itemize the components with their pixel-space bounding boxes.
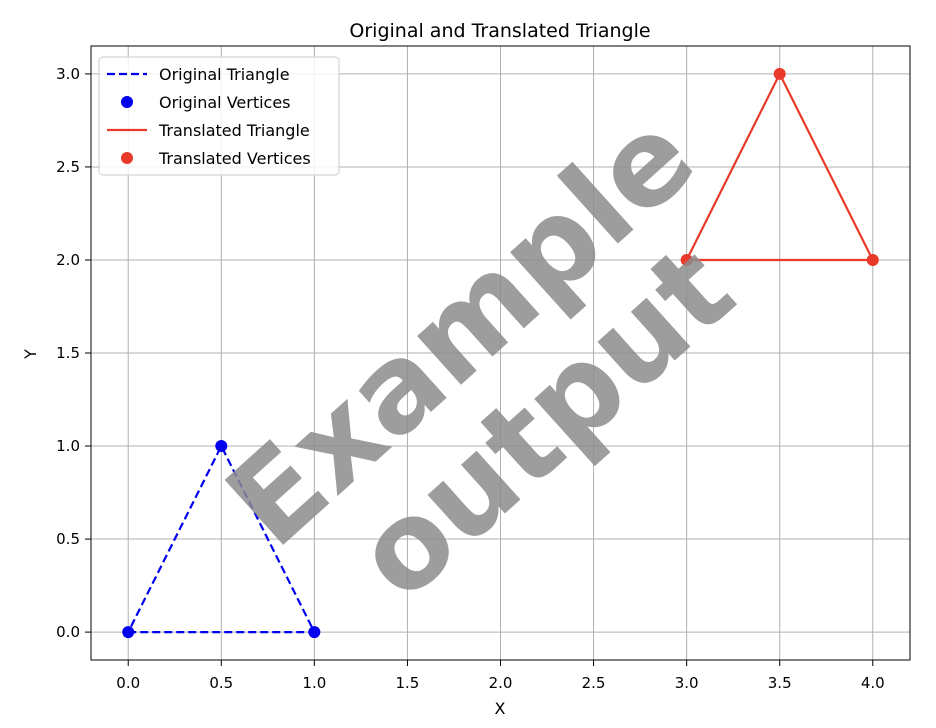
y-tick-label: 2.0: [56, 251, 80, 269]
x-tick-label: 0.0: [116, 674, 140, 692]
series-point-3: [773, 67, 786, 80]
legend-marker-swatch: [121, 152, 133, 164]
y-tick-label: 0.5: [56, 530, 80, 548]
y-tick-label: 0.0: [56, 623, 80, 641]
y-axis-label: Y: [21, 349, 40, 360]
legend-label: Translated Triangle: [158, 121, 310, 140]
y-tick-label: 2.5: [56, 158, 80, 176]
y-tick-label: 3.0: [56, 65, 80, 83]
series-point-1: [122, 626, 135, 639]
series-point-3: [866, 253, 879, 266]
legend: Original Triangle Original Vertices Transl…: [98, 56, 340, 176]
x-tick-label: 3.0: [675, 674, 699, 692]
x-tick-label: 1.5: [396, 674, 420, 692]
series-point-3: [680, 253, 693, 266]
x-tick-label: 0.5: [209, 674, 233, 692]
chart-title: Original and Translated Triangle: [349, 20, 650, 42]
series-point-1: [308, 626, 321, 639]
x-tick-label: 1.0: [302, 674, 326, 692]
plot-series: [122, 67, 879, 639]
x-tick-label: 4.0: [861, 674, 885, 692]
legend-box: [98, 56, 340, 176]
x-tick-label: 2.0: [489, 674, 513, 692]
series-line-2: [685, 72, 874, 262]
series-line-0: [127, 444, 316, 634]
x-tick-label: 2.5: [582, 674, 606, 692]
axis-ticks: 0.0 0.5 1.0 1.5 2.0 2.5 3.0 3.5 4.0 0.0 0.5 1.0 1.5 2…: [56, 65, 885, 692]
legend-label: Original Triangle: [159, 65, 290, 84]
series-point-1: [215, 440, 228, 453]
y-tick-label: 1.0: [56, 437, 80, 455]
y-tick-label: 1.5: [56, 344, 80, 362]
legend-marker-swatch: [121, 96, 133, 108]
x-axis-label: X: [495, 699, 506, 718]
x-tick-label: 3.5: [768, 674, 792, 692]
legend-label: Translated Vertices: [158, 149, 311, 168]
legend-label: Original Vertices: [159, 93, 291, 112]
